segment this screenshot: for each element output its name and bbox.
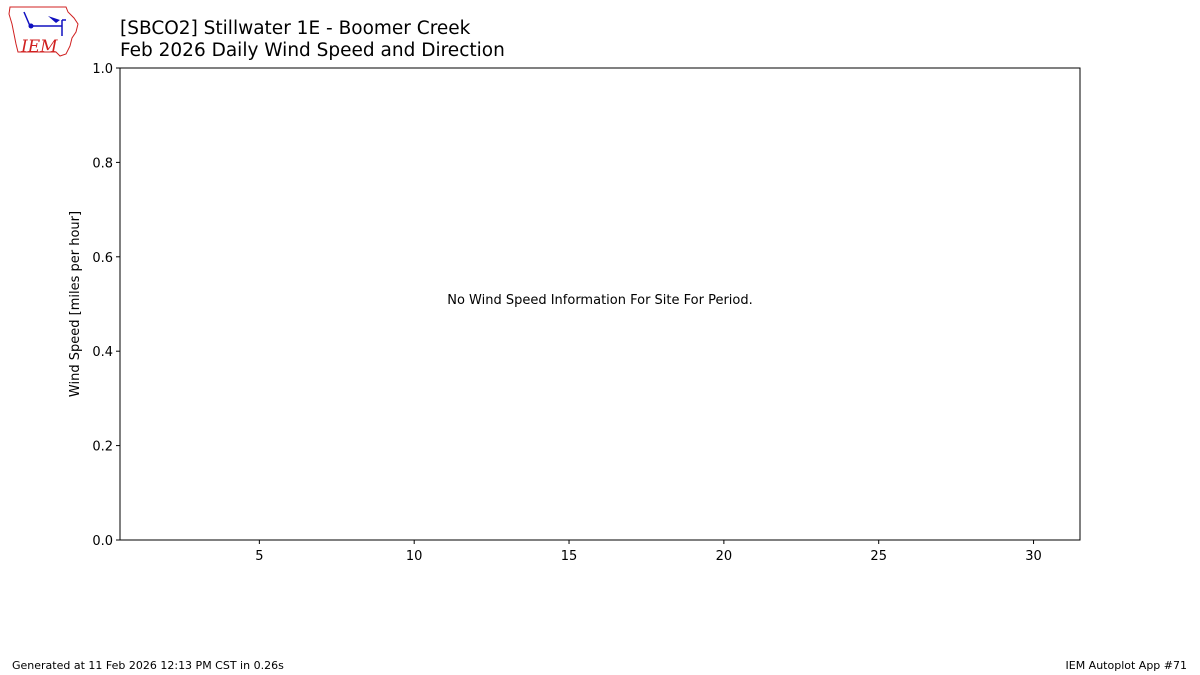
y-tick-label: 0.8: [92, 156, 113, 171]
x-tick-label: 30: [1025, 549, 1042, 564]
chart-title-line2: Feb 2026 Daily Wind Speed and Direction: [120, 40, 505, 61]
y-tick-label: 0.2: [92, 440, 113, 455]
x-tick-label: 10: [406, 549, 423, 564]
plot-frame: [119, 67, 1081, 541]
no-data-annotation: No Wind Speed Information For Site For P…: [447, 293, 753, 308]
x-tick-label: 20: [716, 549, 733, 564]
autoplot-app-label: IEM Autoplot App #71: [1065, 659, 1188, 672]
x-tick-label: 15: [561, 549, 578, 564]
chart-title-line1: [SBCO2] Stillwater 1E - Boomer Creek: [120, 18, 471, 39]
y-tick-label: 0.6: [92, 251, 113, 266]
iem-logo: IEM: [6, 4, 82, 60]
generated-timestamp: Generated at 11 Feb 2026 12:13 PM CST in…: [12, 659, 284, 672]
y-tick-label: 0.0: [92, 534, 113, 549]
y-tick-label: 1.0: [92, 62, 113, 77]
svg-text:IEM: IEM: [20, 37, 58, 57]
y-axis-label: Wind Speed [miles per hour]: [68, 211, 83, 397]
x-tick-label: 25: [870, 549, 887, 564]
x-tick-label: 5: [255, 549, 263, 564]
y-tick-label: 0.4: [92, 345, 113, 360]
